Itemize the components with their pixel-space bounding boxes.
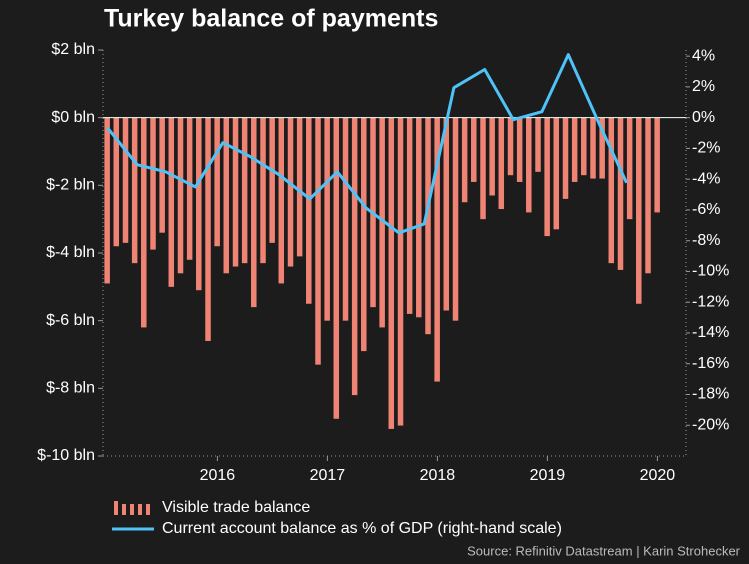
y-tick-label: $-10 bln [37,447,95,464]
bar [590,117,596,179]
bar [122,117,129,243]
line [106,53,628,235]
bar [636,117,642,304]
bar [296,117,303,257]
bar [278,117,285,284]
bar [232,117,239,267]
bar [342,117,349,321]
y2-tick-label: -6% [692,201,720,218]
bar [205,117,211,341]
x-tick-label: 2018 [420,467,456,484]
bar [425,117,431,335]
bar [581,117,587,176]
bar [131,117,138,264]
y2-tick-label: -8% [692,232,720,249]
bar [654,117,660,213]
x-tick-label: 2019 [530,467,566,484]
bar [113,117,120,247]
bar [507,117,514,176]
y-tick-label: $0 bln [51,109,95,126]
bar [526,117,532,213]
chart-title: Turkey balance of payments [104,5,438,33]
y2-tick-label: -4% [692,170,720,187]
y2-tick-label: 4% [692,47,715,64]
bar [498,117,505,210]
y2-tick-label: -16% [692,355,729,372]
bar [141,117,147,328]
y2-tick-label: -18% [692,386,729,403]
y-tick-label: $-4 bln [46,244,95,261]
legend-swatch [122,504,126,515]
y-tick-label: $-6 bln [46,312,95,329]
y-tick-label: $-8 bln [46,380,95,397]
bar [269,117,275,243]
bar [150,117,156,250]
bar [443,117,450,311]
legend-label: Visible trade balance [162,499,310,516]
bar [480,117,486,220]
bar [645,117,651,274]
bar [351,117,358,396]
y2-tick-label: -10% [692,263,729,280]
legend-swatch [138,504,142,515]
bar [388,117,395,429]
x-tick-label: 2020 [640,467,676,484]
bar [196,117,202,291]
x-tick-label: 2016 [200,467,236,484]
bar [416,117,422,318]
bar [562,117,569,199]
bar [186,117,193,260]
bar [214,117,220,247]
bar [223,117,230,274]
bar [168,117,175,287]
bar [516,117,523,182]
bar [571,117,578,182]
bar [397,117,404,426]
y2-tick-label: -14% [692,324,729,341]
legend-label: Current account balance as % of GDP (rig… [162,520,562,537]
bar [315,117,321,365]
bar [535,117,541,172]
bar [159,117,165,233]
y2-tick-label: 0% [692,109,715,126]
y2-tick-label: -12% [692,293,729,310]
bar [104,117,110,284]
bar [434,117,440,382]
bar [324,117,330,321]
bar [260,117,266,264]
bar [608,117,615,264]
bar [287,117,294,267]
source: Source: Refinitiv Datastream | Karin Str… [467,543,741,558]
bar [177,117,184,274]
x-tick-label: 2017 [310,467,346,484]
legend-swatch [146,504,150,515]
y-tick-label: $2 bln [51,41,95,58]
bar [461,117,468,203]
bar [626,117,633,220]
bar [617,117,624,270]
y2-tick-label: 2% [692,78,715,95]
y-tick-label: $-2 bln [46,177,95,194]
bar [379,117,385,328]
y2-tick-label: -20% [692,416,729,433]
bar [251,117,257,308]
bar [241,117,248,264]
bar [452,117,459,321]
bar [361,117,367,352]
bar [406,117,413,314]
legend-swatch [130,504,134,515]
y2-tick-label: -2% [692,140,720,157]
bar [544,117,550,237]
bar [471,117,477,182]
bar [306,117,312,304]
bar [333,117,340,419]
legend-swatch [114,501,118,515]
bar [599,117,605,179]
bar [553,117,560,230]
bar [489,117,495,196]
